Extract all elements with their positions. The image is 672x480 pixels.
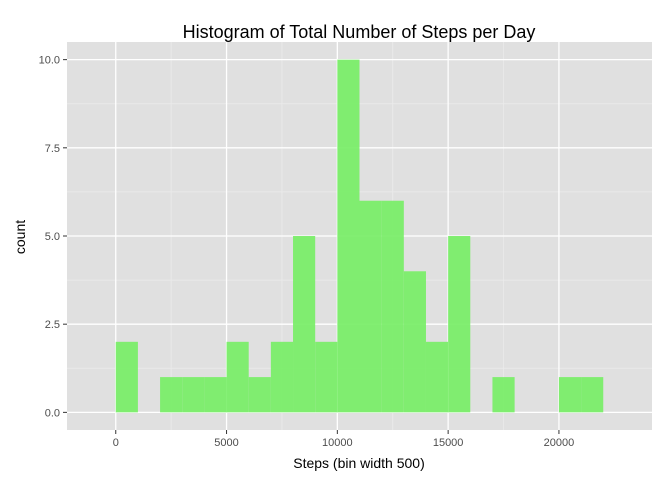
x-axis-ticks: 0 5000 10000 15000 20000 — [113, 430, 575, 449]
chart-title: Histogram of Total Number of Steps per D… — [183, 22, 536, 42]
histogram-bar — [160, 377, 183, 413]
y-tick-label: 5.0 — [45, 231, 60, 243]
histogram-bar — [448, 236, 471, 413]
x-tick-label: 0 — [113, 437, 119, 449]
x-tick-label: 20000 — [544, 437, 575, 449]
histogram-bar — [115, 341, 138, 413]
histogram-bar — [381, 200, 404, 413]
y-tick-label: 2.5 — [45, 319, 60, 331]
histogram-bar — [270, 341, 294, 413]
histogram-bar — [403, 271, 426, 413]
y-tick-label: 10.0 — [39, 55, 60, 67]
x-tick-label: 15000 — [433, 437, 464, 449]
histogram-bar — [293, 236, 316, 413]
y-tick-label: 7.5 — [45, 143, 60, 155]
x-tick-label: 10000 — [322, 437, 353, 449]
histogram-bar — [359, 200, 382, 413]
x-tick-label: 5000 — [214, 437, 238, 449]
histogram-bars — [115, 59, 604, 413]
histogram-bar — [492, 377, 515, 413]
histogram-bar — [315, 341, 338, 413]
histogram-bar — [182, 377, 205, 413]
histogram-bar — [581, 377, 604, 413]
x-axis-title: Steps (bin width 500) — [293, 455, 425, 471]
histogram-bar — [248, 377, 271, 413]
histogram-bar — [425, 341, 449, 413]
histogram-bar — [558, 377, 582, 413]
y-axis-title: count — [12, 220, 28, 254]
histogram-bar — [204, 377, 227, 413]
histogram-bar — [226, 341, 249, 413]
y-tick-label: 0.0 — [45, 407, 60, 419]
histogram-bar — [337, 59, 360, 413]
y-axis-ticks: 0.0 2.5 5.0 7.5 10.0 — [39, 55, 67, 419]
